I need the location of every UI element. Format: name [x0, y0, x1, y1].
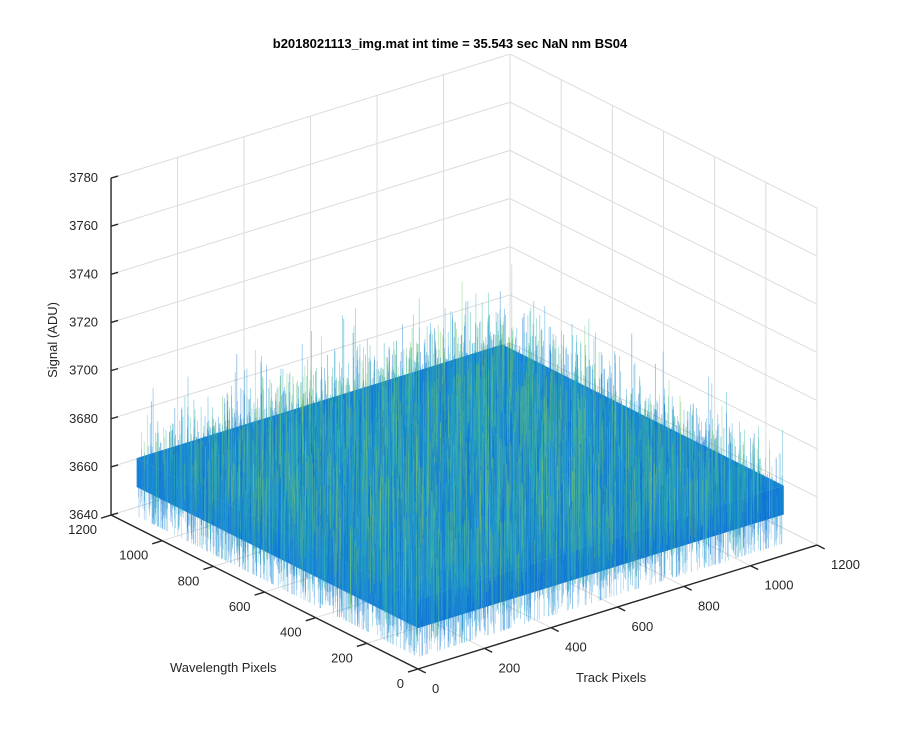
wall-grid-line: [509, 246, 818, 402]
wall-grid-line: [110, 198, 511, 323]
chart-title: b2018021113_img.mat int time = 35.543 se…: [273, 36, 628, 51]
wall-grid-line: [110, 53, 511, 179]
wall-grid-line: [110, 246, 511, 372]
wall-grid-line: [110, 294, 511, 420]
wall-grid-line: [110, 149, 511, 275]
wall-grid-line: [509, 101, 818, 257]
wall-grid-line: [509, 198, 818, 353]
wall-grid-line: [509, 53, 818, 209]
surface-plot: [136, 264, 784, 657]
wall-grid-line: [110, 101, 511, 227]
wall-grid-line: [509, 294, 818, 450]
wall-grid-line: [509, 149, 818, 305]
